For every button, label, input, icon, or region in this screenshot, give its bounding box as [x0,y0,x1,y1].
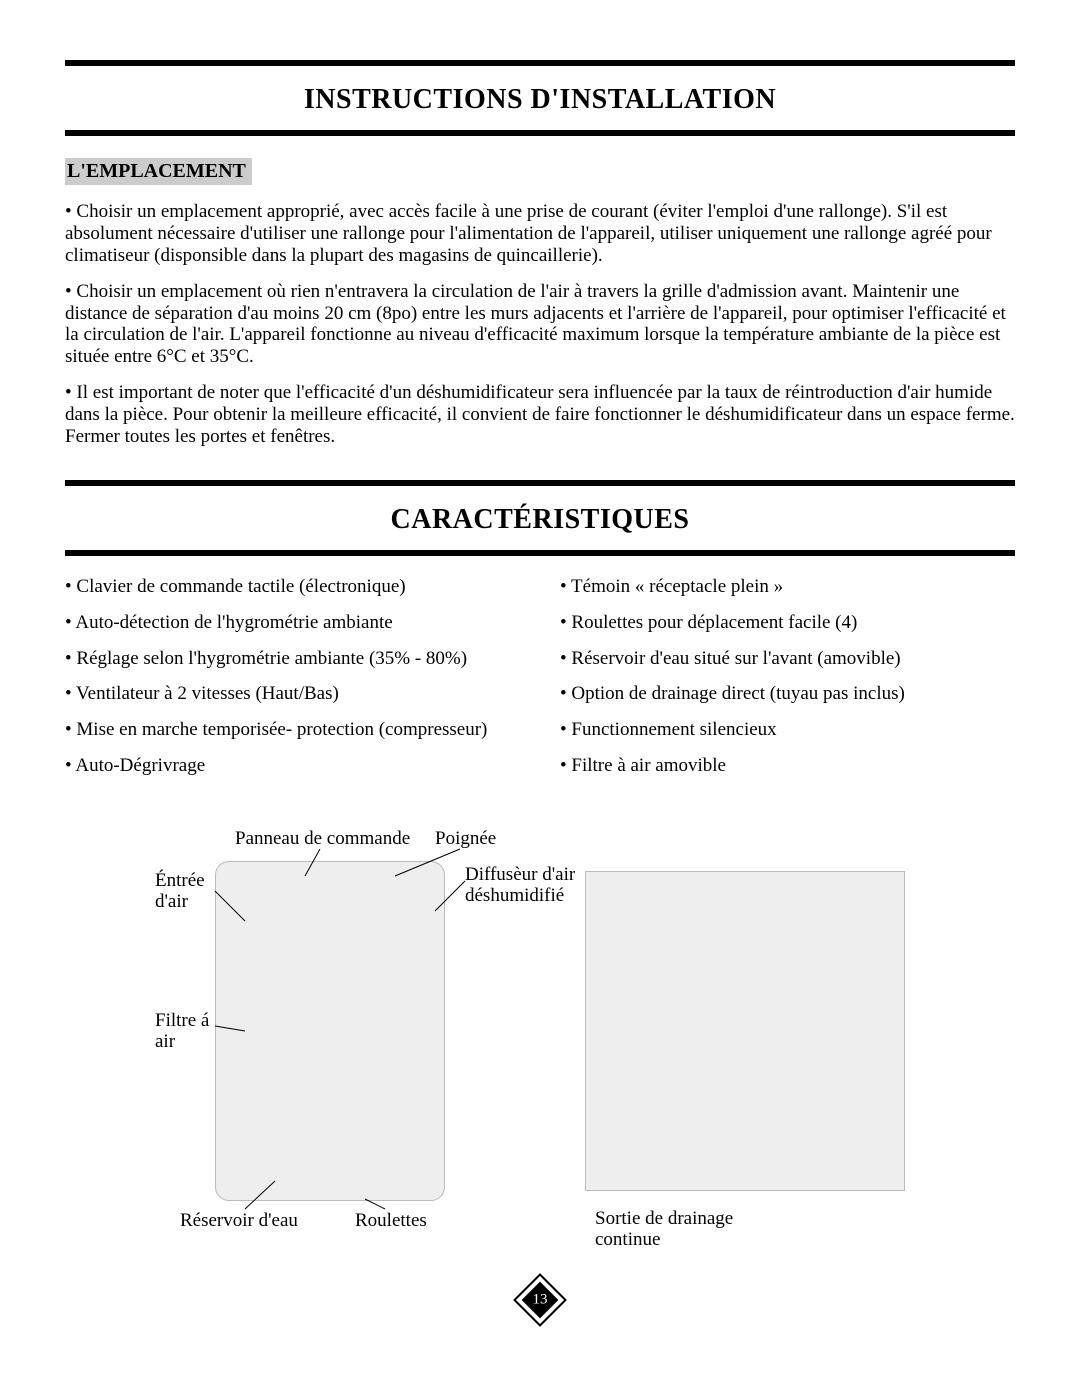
feature-item: • Réglage selon l'hygrométrie ambiante (… [65,648,520,670]
rule-thick-under-title1 [65,130,1015,136]
feature-item: • Roulettes pour déplacement facile (4) [560,612,1015,634]
section1-title: INSTRUCTIONS D'INSTALLATION [65,66,1015,130]
feature-item: • Ventilateur à 2 vitesses (Haut/Bas) [65,683,520,705]
label-sortie: Sortie de drainage continue [595,1209,795,1251]
rule-thick-under-title2 [65,550,1015,556]
feature-item: • Auto-Dégrivrage [65,755,520,777]
feature-item: • Réservoir d'eau situé sur l'avant (amo… [560,648,1015,670]
para-emplacement-2: • Choisir un emplacement où rien n'entra… [65,281,1015,368]
subheading-emplacement: L'EMPLACEMENT [65,158,252,185]
page-number-ornament: 13 [65,1281,1015,1325]
scene-illustration-right [585,871,905,1191]
para-emplacement-3: • Il est important de noter que l'effica… [65,382,1015,448]
diagram-area: Panneau de commande Poignée Éntrée d'air… [65,821,1015,1251]
features-col-left: • Clavier de commande tactile (électroni… [65,576,520,791]
features-col-right: • Témoin « réceptacle plein » • Roulette… [560,576,1015,791]
feature-item: • Functionnement silencieux [560,719,1015,741]
para-emplacement-1: • Choisir un emplacement approprié, avec… [65,201,1015,267]
feature-item: • Témoin « réceptacle plein » [560,576,1015,598]
feature-item: • Mise en marche temporisée- protection … [65,719,520,741]
feature-item: • Auto-détection de l'hygrométrie ambian… [65,612,520,634]
page-number-diamond: 13 [513,1273,567,1327]
section2-title: CARACTÉRISTIQUES [65,486,1015,550]
feature-item: • Option de drainage direct (tuyau pas i… [560,683,1015,705]
diagram-leader-lines [65,821,585,1251]
feature-item: • Filtre à air amovible [560,755,1015,777]
page-number: 13 [533,1291,548,1308]
features-columns: • Clavier de commande tactile (électroni… [65,576,1015,791]
feature-item: • Clavier de commande tactile (électroni… [65,576,520,598]
